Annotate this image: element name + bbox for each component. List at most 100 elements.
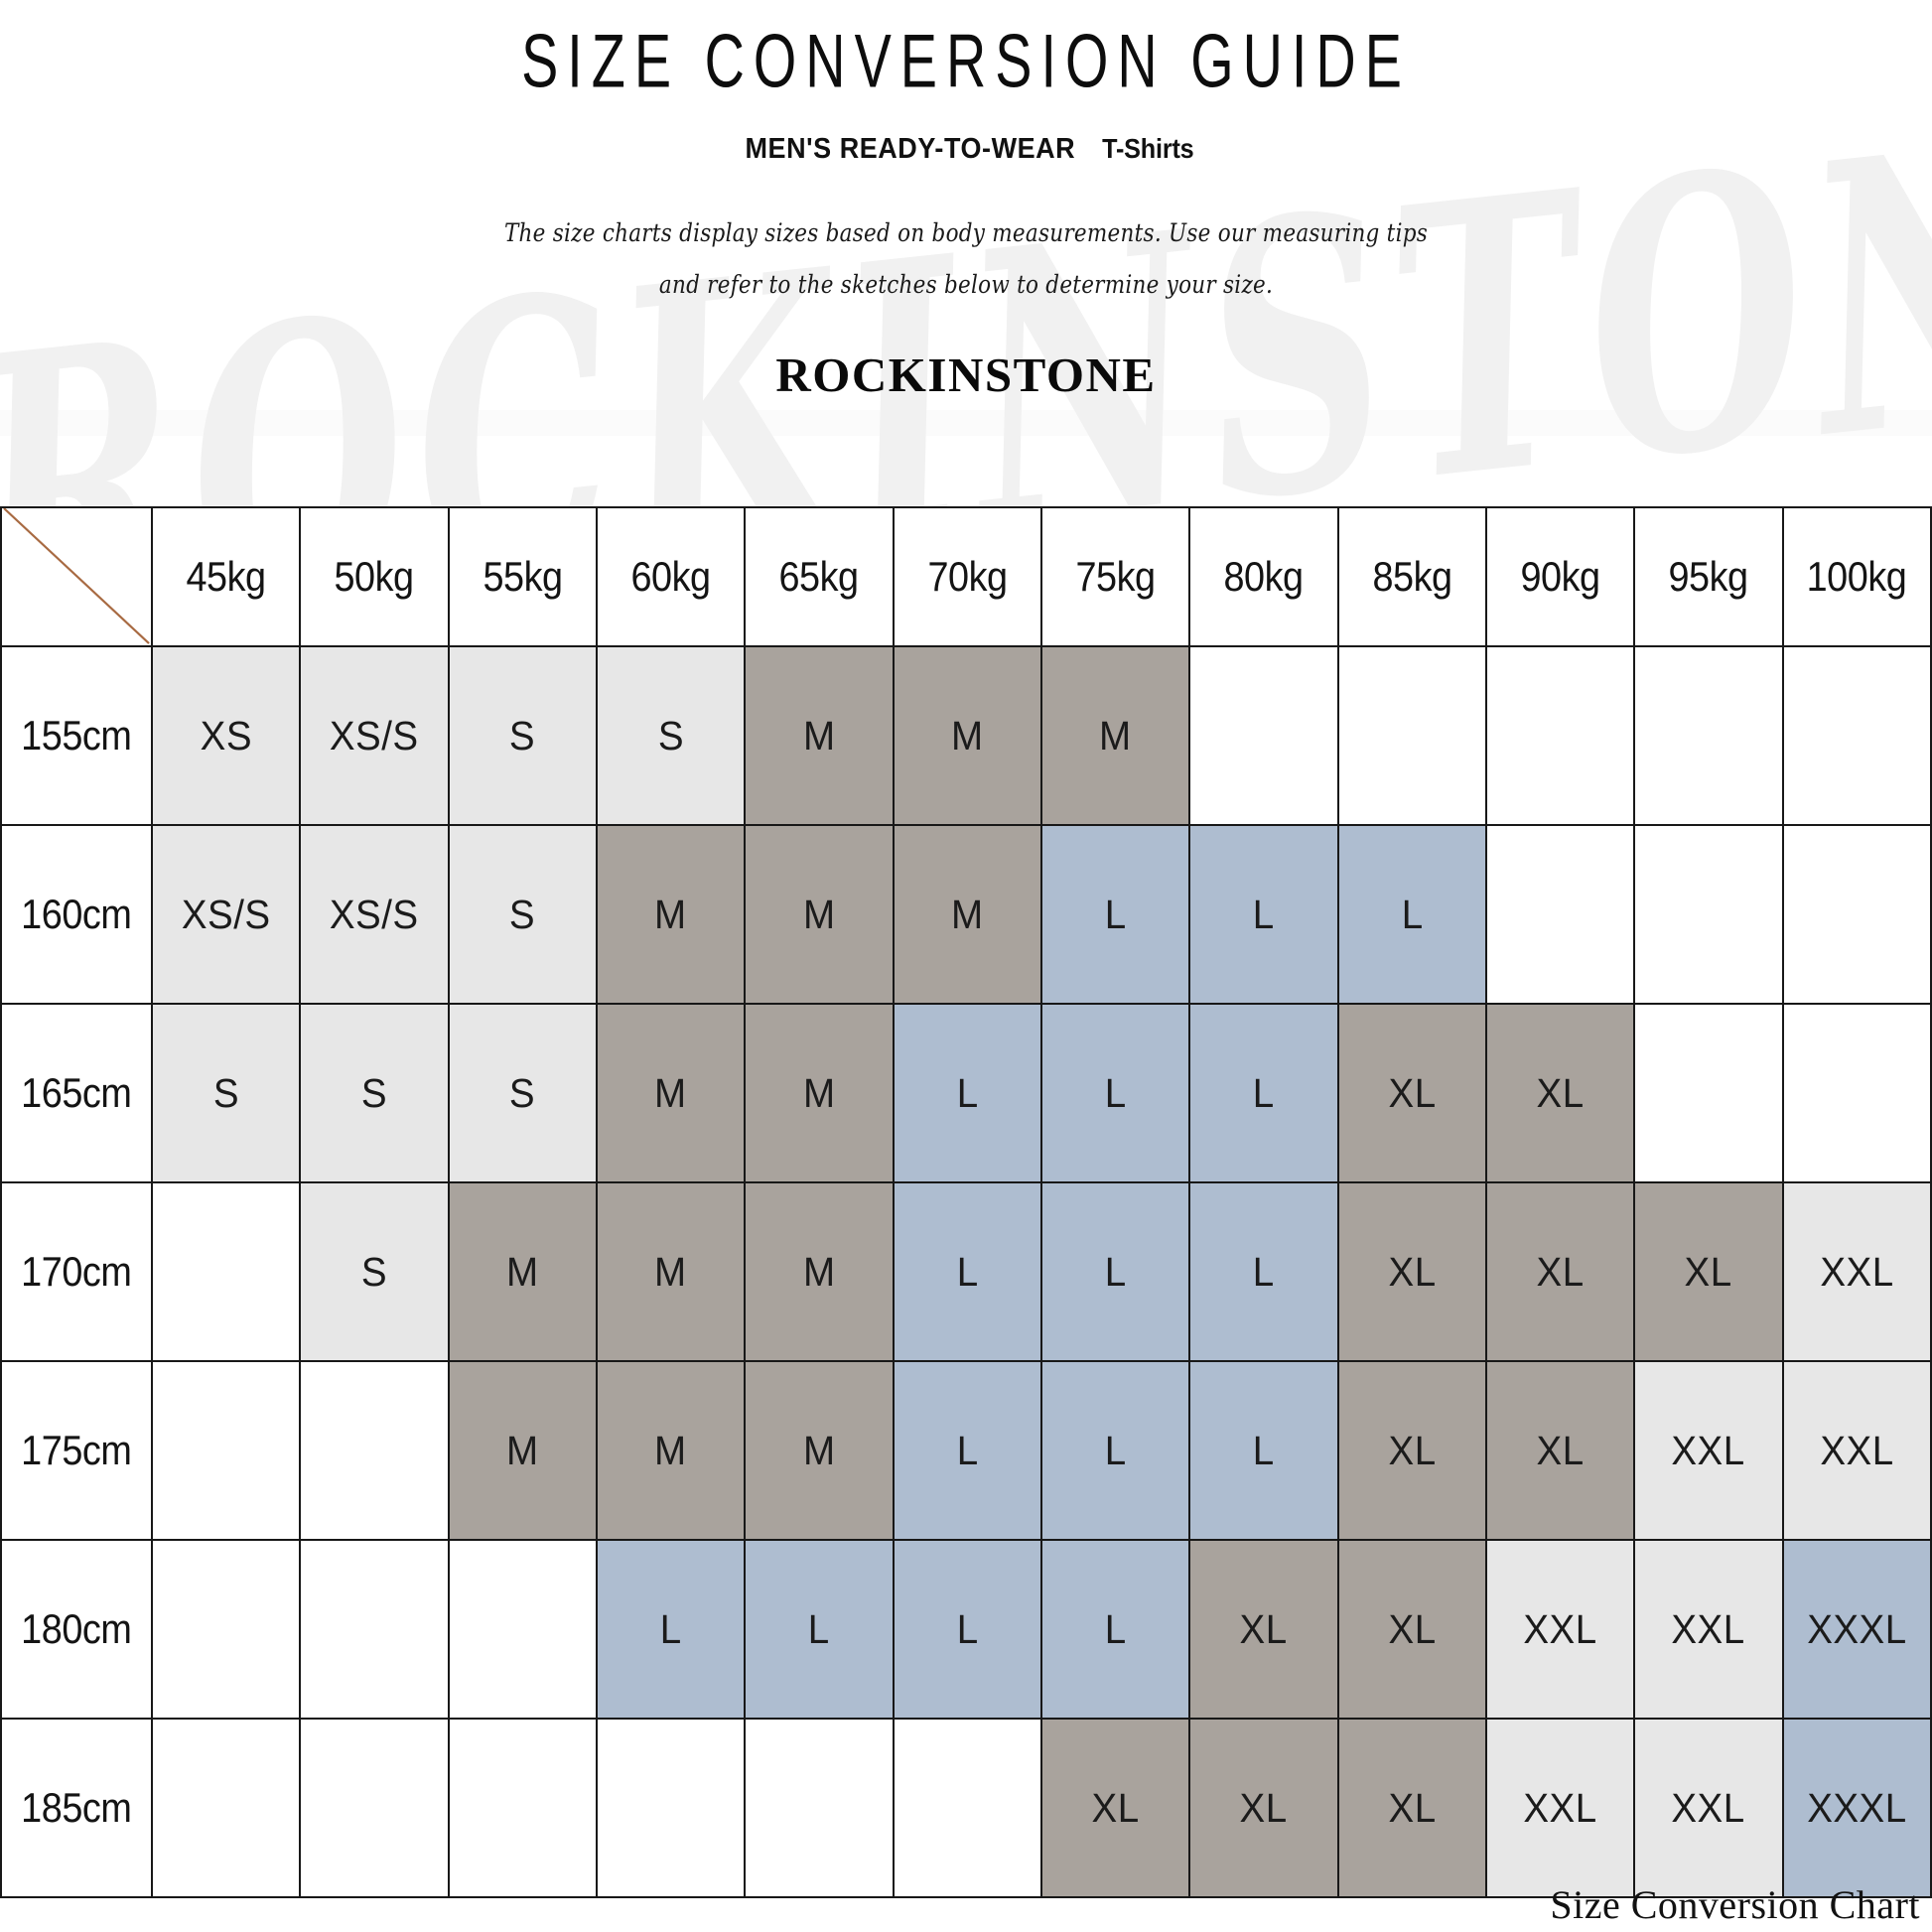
size-cell[interactable] — [299, 1718, 450, 1898]
size-cell[interactable]: L — [892, 1360, 1042, 1541]
size-cell[interactable]: XXL — [1633, 1539, 1784, 1720]
size-cell[interactable]: L — [1039, 1181, 1191, 1362]
size-cell[interactable]: M — [595, 824, 747, 1005]
size-cell[interactable]: M — [744, 1360, 895, 1541]
size-cell[interactable] — [744, 1718, 895, 1898]
size-cell[interactable]: XL — [1336, 1539, 1487, 1720]
size-cell[interactable]: M — [595, 1003, 747, 1183]
size-cell[interactable]: L — [1188, 824, 1339, 1005]
size-cell[interactable] — [150, 1360, 302, 1541]
size-cell[interactable]: L — [1039, 1003, 1191, 1183]
size-cell[interactable]: M — [595, 1360, 747, 1541]
size-cell[interactable] — [1781, 824, 1932, 1005]
weight-header-cell: 60kg — [595, 506, 747, 647]
size-cell-label: L — [1252, 1427, 1275, 1473]
size-cell-label: XL — [1684, 1248, 1732, 1295]
size-cell[interactable] — [150, 1181, 302, 1362]
size-cell[interactable]: M — [744, 1003, 895, 1183]
size-cell[interactable]: XS/S — [299, 824, 450, 1005]
size-cell[interactable] — [150, 1718, 302, 1898]
size-cell[interactable]: S — [299, 1003, 450, 1183]
table-row: 165cm S S S M M L L L XL XL — [0, 1003, 1932, 1183]
size-cell[interactable] — [299, 1360, 450, 1541]
size-cell[interactable]: L — [744, 1539, 895, 1720]
size-cell[interactable]: L — [1039, 1539, 1191, 1720]
size-cell[interactable]: XXL — [1781, 1360, 1932, 1541]
size-cell[interactable]: L — [1188, 1360, 1339, 1541]
size-cell[interactable] — [1633, 1003, 1784, 1183]
size-cell[interactable]: S — [595, 645, 747, 826]
size-cell[interactable]: XL — [1633, 1181, 1784, 1362]
size-cell[interactable]: M — [447, 1181, 598, 1362]
size-cell-label: S — [360, 1069, 388, 1116]
weight-header-label: 70kg — [927, 553, 1008, 600]
height-header-label: 175cm — [21, 1427, 132, 1473]
size-cell[interactable]: L — [1039, 824, 1191, 1005]
size-cell[interactable]: XXL — [1484, 1539, 1636, 1720]
size-cell[interactable]: XXL — [1484, 1718, 1636, 1898]
size-cell-label: XXL — [1671, 1427, 1746, 1473]
size-cell[interactable] — [447, 1539, 598, 1720]
size-cell-label: XS/S — [330, 712, 419, 759]
size-cell[interactable] — [1188, 645, 1339, 826]
weight-header-label: 85kg — [1372, 553, 1452, 600]
size-cell[interactable] — [1484, 824, 1636, 1005]
size-cell[interactable]: L — [595, 1539, 747, 1720]
size-cell[interactable]: S — [447, 645, 598, 826]
size-cell[interactable]: XXXL — [1781, 1718, 1932, 1898]
size-cell[interactable]: XL — [1484, 1181, 1636, 1362]
size-cell[interactable]: XXL — [1781, 1181, 1932, 1362]
size-cell[interactable]: L — [892, 1539, 1042, 1720]
size-cell[interactable]: XXXL — [1781, 1539, 1932, 1720]
size-cell[interactable]: M — [744, 645, 895, 826]
size-cell[interactable]: S — [447, 824, 598, 1005]
size-cell[interactable]: L — [1039, 1360, 1191, 1541]
size-cell[interactable]: M — [892, 824, 1042, 1005]
size-cell-label: XL — [1536, 1069, 1585, 1116]
size-cell[interactable]: L — [1188, 1003, 1339, 1183]
size-cell[interactable]: XS/S — [150, 824, 302, 1005]
size-cell-label: XL — [1536, 1427, 1585, 1473]
size-cell[interactable]: L — [1336, 824, 1487, 1005]
size-cell[interactable]: XS/S — [299, 645, 450, 826]
weight-header-cell: 65kg — [744, 506, 895, 647]
size-cell[interactable]: XS — [150, 645, 302, 826]
size-cell[interactable]: XL — [1336, 1360, 1487, 1541]
size-cell[interactable] — [1484, 645, 1636, 826]
size-cell[interactable]: XL — [1188, 1718, 1339, 1898]
size-cell[interactable]: XL — [1039, 1718, 1191, 1898]
size-cell[interactable] — [299, 1539, 450, 1720]
size-cell[interactable] — [1633, 824, 1784, 1005]
size-cell[interactable]: L — [892, 1003, 1042, 1183]
height-header-label: 155cm — [21, 712, 132, 759]
size-cell[interactable]: S — [447, 1003, 598, 1183]
size-cell-label: XXL — [1523, 1784, 1597, 1831]
size-cell[interactable]: XXL — [1633, 1360, 1784, 1541]
size-cell[interactable] — [1336, 645, 1487, 826]
size-cell[interactable]: M — [447, 1360, 598, 1541]
size-cell[interactable] — [1781, 645, 1932, 826]
size-cell[interactable]: M — [1039, 645, 1191, 826]
size-cell[interactable]: XL — [1336, 1003, 1487, 1183]
size-cell[interactable]: XXL — [1633, 1718, 1784, 1898]
size-cell[interactable] — [447, 1718, 598, 1898]
size-cell[interactable]: L — [892, 1181, 1042, 1362]
size-cell[interactable]: M — [744, 824, 895, 1005]
size-cell[interactable]: XL — [1336, 1181, 1487, 1362]
watermark-band — [0, 410, 1932, 436]
size-cell[interactable]: XL — [1484, 1003, 1636, 1183]
size-cell[interactable]: M — [744, 1181, 895, 1362]
size-cell[interactable]: M — [595, 1181, 747, 1362]
size-cell[interactable]: S — [150, 1003, 302, 1183]
size-cell[interactable]: S — [299, 1181, 450, 1362]
size-cell[interactable]: XL — [1188, 1539, 1339, 1720]
size-cell[interactable] — [1781, 1003, 1932, 1183]
size-cell[interactable] — [1633, 645, 1784, 826]
size-cell[interactable]: XL — [1484, 1360, 1636, 1541]
size-cell[interactable]: XL — [1336, 1718, 1487, 1898]
size-cell[interactable] — [150, 1539, 302, 1720]
size-cell[interactable] — [892, 1718, 1042, 1898]
size-cell[interactable] — [595, 1718, 747, 1898]
size-cell[interactable]: M — [892, 645, 1042, 826]
size-cell[interactable]: L — [1188, 1181, 1339, 1362]
